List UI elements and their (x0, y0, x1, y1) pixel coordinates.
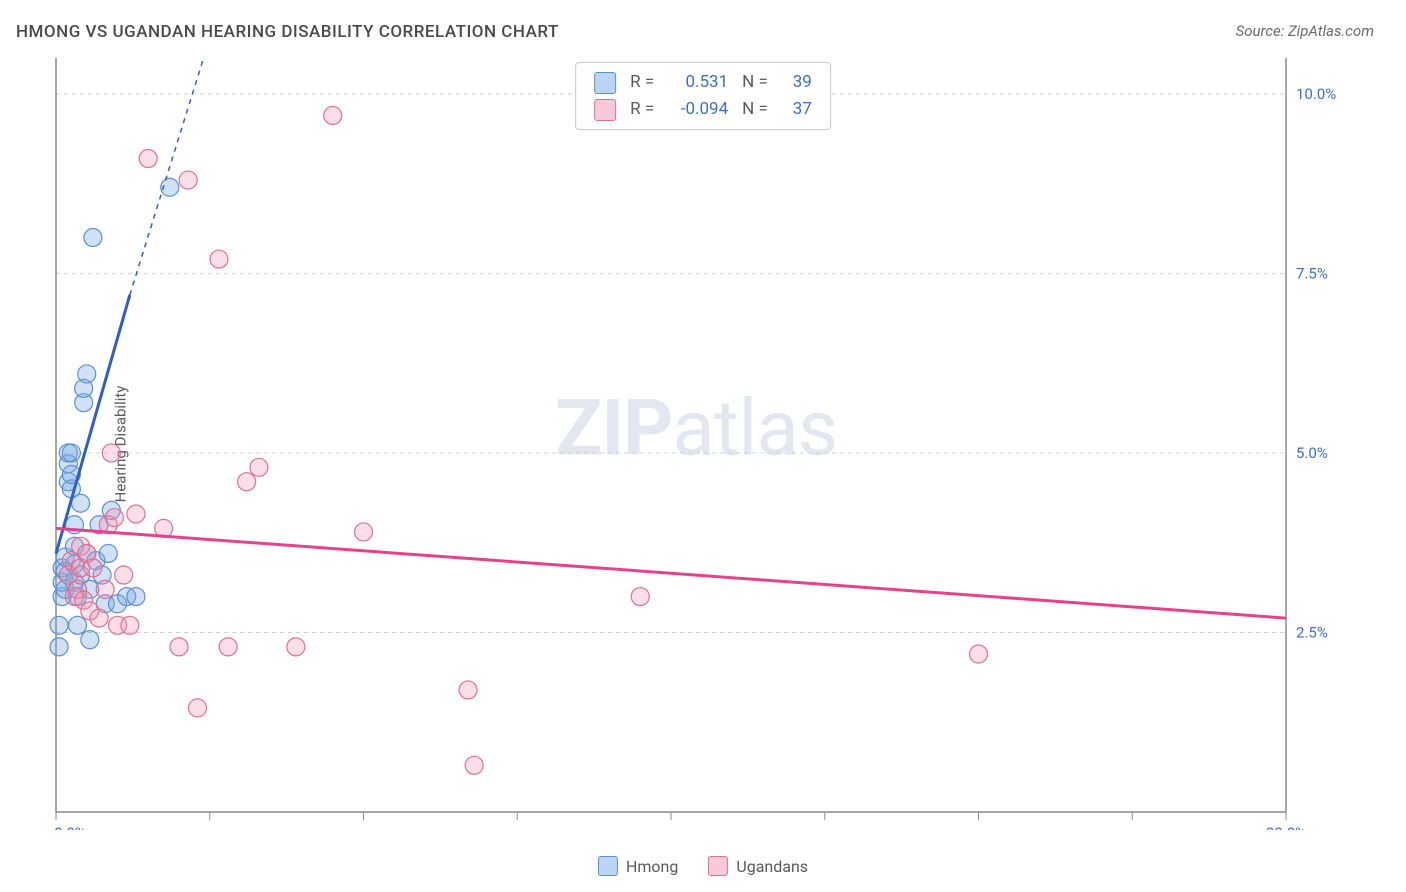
swatch-ugandans-icon (708, 856, 728, 876)
n-value-ugandans: 37 (782, 96, 812, 123)
source-attribution: Source: ZipAtlas.com (1236, 22, 1374, 40)
legend-row-hmong: R = 0.531 N = 39 (594, 69, 812, 96)
legend-row-ugandans: R = -0.094 N = 37 (594, 96, 812, 123)
n-label: N = (742, 69, 768, 96)
correlation-legend: R = 0.531 N = 39 R = -0.094 N = 37 (575, 62, 831, 130)
chart-area: ZIPatlas Hearing Disability 2.5%5.0%7.5%… (48, 58, 1344, 830)
r-label: R = (630, 69, 654, 96)
legend-item-ugandans: Ugandans (708, 856, 808, 876)
n-value-hmong: 39 (782, 69, 812, 96)
svg-text:10.0%: 10.0% (1296, 85, 1336, 103)
swatch-ugandans (594, 99, 616, 121)
r-label: R = (630, 96, 654, 123)
r-value-ugandans: -0.094 (668, 96, 728, 123)
n-label: N = (742, 96, 768, 123)
swatch-hmong (594, 72, 616, 94)
svg-text:2.5%: 2.5% (1296, 623, 1328, 641)
swatch-hmong-icon (598, 856, 618, 876)
legend-label-hmong: Hmong (626, 857, 678, 876)
legend-item-hmong: Hmong (598, 856, 678, 876)
chart-title: HMONG VS UGANDAN HEARING DISABILITY CORR… (16, 22, 559, 42)
svg-text:5.0%: 5.0% (1296, 444, 1328, 462)
svg-text:0.0%: 0.0% (54, 824, 86, 830)
scatter-chart: 2.5% 5.0% 7.5% 10.0% 0.0% 20.0% (48, 58, 1344, 830)
legend-label-ugandans: Ugandans (736, 857, 808, 876)
r-value-hmong: 0.531 (668, 69, 728, 96)
svg-text:20.0%: 20.0% (1266, 824, 1306, 830)
series-legend: Hmong Ugandans (598, 856, 808, 876)
svg-text:7.5%: 7.5% (1296, 264, 1328, 282)
